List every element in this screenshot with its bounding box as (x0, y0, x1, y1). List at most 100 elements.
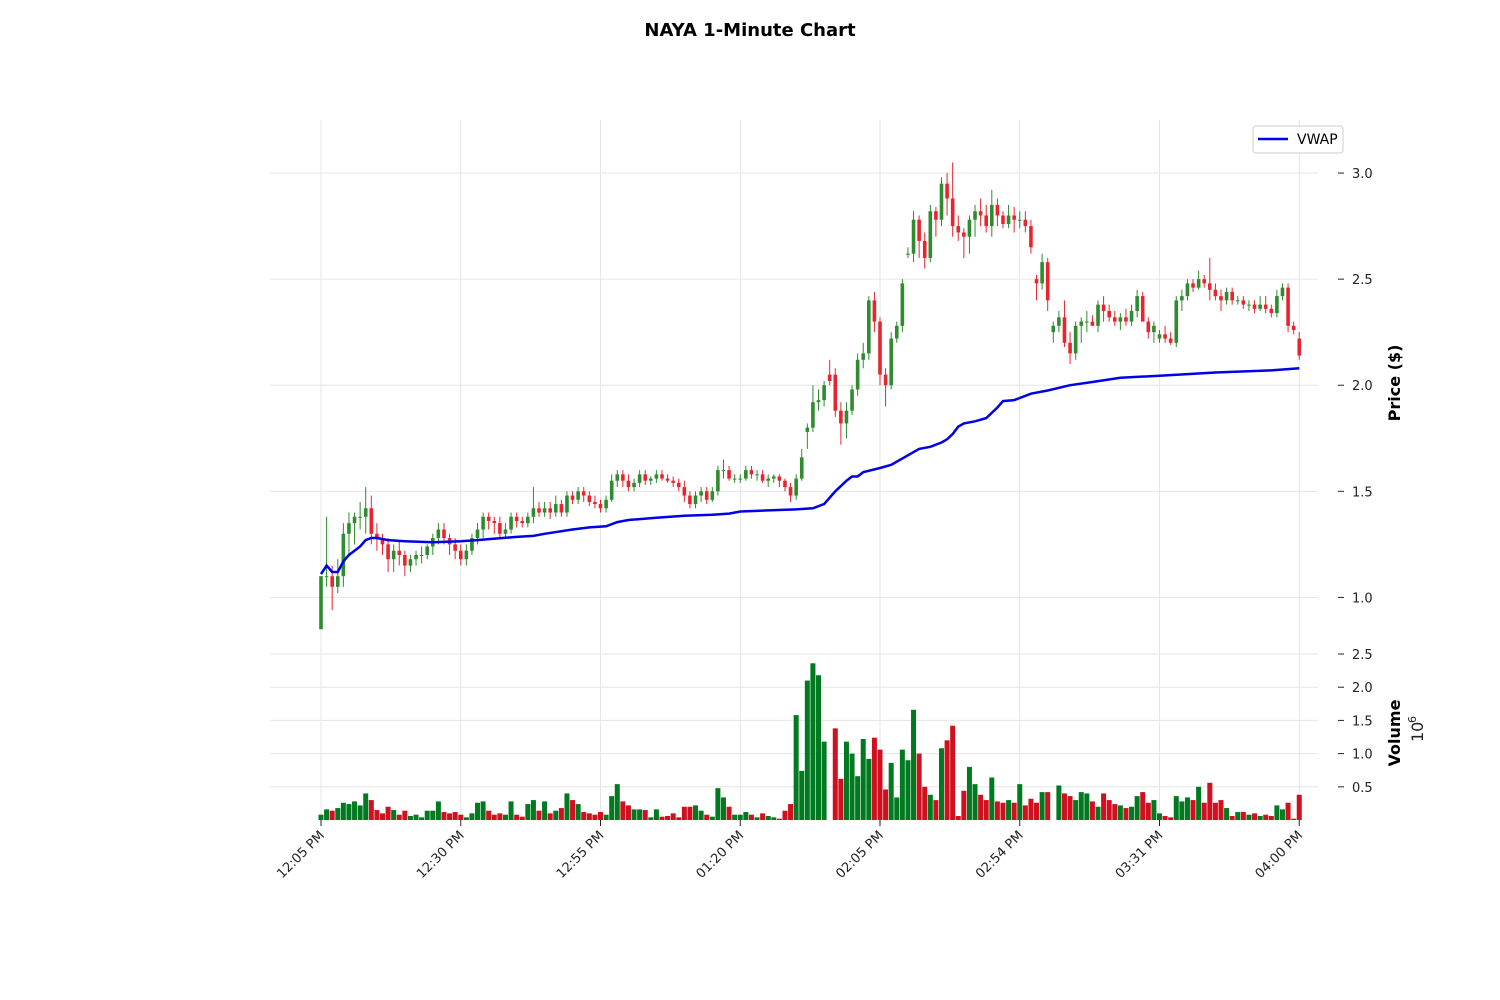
volume-bar (519, 816, 525, 820)
candle-body (581, 491, 586, 496)
volume-bar (1207, 782, 1213, 820)
volume-bar (1157, 813, 1162, 820)
candle-body (1012, 215, 1016, 220)
volume-bar (832, 728, 838, 820)
volume-bar (1274, 805, 1280, 820)
volume-bar (1089, 801, 1095, 820)
volume-bar (586, 813, 592, 820)
volume-bar (491, 814, 497, 820)
volume-bar (966, 766, 972, 820)
volume-bar (1028, 798, 1034, 820)
volume-bar (324, 809, 330, 820)
volume-bar (379, 813, 385, 820)
volume-bar (1201, 802, 1207, 820)
candle-body (1140, 296, 1145, 322)
price-tick-label: 2.0 (1352, 379, 1373, 394)
candle-body (503, 529, 508, 534)
candle-body (1252, 304, 1257, 309)
volume-bar (553, 810, 559, 820)
volume-bar (1257, 816, 1263, 820)
candle-body (833, 374, 838, 411)
candle-body (1213, 289, 1218, 297)
volume-bar (659, 816, 665, 820)
volume-bar (419, 817, 425, 820)
candle-body (649, 478, 653, 481)
candle-body (654, 474, 659, 479)
volume-bar (849, 753, 855, 820)
vwap-line (319, 367, 1300, 575)
volume-bar (1045, 792, 1051, 820)
candle-body (911, 219, 916, 254)
candle-body (738, 478, 743, 480)
candle-body (570, 495, 575, 500)
volume-bar (944, 740, 950, 820)
volume-bar (983, 800, 989, 820)
volume-bar (950, 725, 956, 820)
volume-bar (525, 804, 531, 820)
volume-bar (1011, 802, 1017, 820)
volume-bar (782, 810, 788, 820)
candle-body (1101, 304, 1106, 311)
candle-body (609, 480, 614, 500)
volume-bar (916, 753, 922, 820)
volume-tick-label: 2.0 (1352, 681, 1373, 696)
candle-body (1168, 338, 1173, 343)
x-tick-label: 12:05 PM (274, 828, 327, 881)
volume-bar (1263, 814, 1269, 820)
volume-bar (1039, 792, 1045, 820)
volume-bar (665, 816, 671, 820)
candle-body (956, 226, 961, 233)
candle-body (1135, 296, 1139, 311)
candle-body (553, 504, 558, 513)
candle-body (470, 538, 474, 551)
candle-body (816, 400, 821, 403)
candle-body (1034, 279, 1039, 284)
candle-body (900, 283, 905, 326)
candle-body (889, 338, 893, 386)
candle-body (794, 478, 798, 496)
candle-body (1062, 317, 1067, 343)
volume-bar (899, 749, 905, 820)
candle-body (827, 374, 832, 381)
candle-body (464, 550, 469, 560)
candle-body (777, 476, 782, 481)
volume-bar (530, 800, 536, 820)
volume-bar (905, 760, 911, 820)
x-tick-label: 01:20 PM (694, 828, 747, 881)
volume-bar (720, 797, 726, 820)
volume-bar (670, 813, 676, 820)
volume-bars (318, 663, 1302, 820)
volume-bar (681, 806, 687, 820)
candle-body (1090, 321, 1095, 326)
candle-body (637, 474, 642, 483)
candle-body (894, 325, 899, 339)
volume-bar (598, 812, 603, 820)
candle-body (380, 538, 385, 545)
volume-bar (748, 814, 754, 820)
volume-bar (799, 770, 805, 820)
volume-bar (888, 762, 894, 820)
candle-body (1291, 325, 1296, 331)
candle-body (626, 480, 631, 488)
candle-body (1241, 300, 1246, 305)
candle-body (676, 482, 681, 488)
candle-body (335, 576, 340, 587)
volume-bar (877, 749, 883, 820)
volume-bar (558, 808, 564, 820)
volume-bar (352, 801, 358, 820)
candle-body (978, 211, 983, 216)
candle-body (1286, 287, 1290, 326)
chart-title: NAYA 1-Minute Chart (644, 20, 856, 41)
candle-body (425, 546, 430, 555)
price-tick-label: 2.5 (1352, 273, 1373, 288)
volume-bar (1073, 800, 1079, 820)
price-tick-label: 3.0 (1352, 167, 1373, 182)
candle-body (1219, 296, 1223, 301)
candle-body (347, 523, 351, 534)
candle-body (766, 478, 770, 481)
candle-body (1029, 226, 1033, 248)
volume-bar (1291, 818, 1297, 820)
volume-bar (1101, 793, 1107, 820)
candle-body (363, 508, 368, 517)
volume-bar (631, 809, 637, 820)
